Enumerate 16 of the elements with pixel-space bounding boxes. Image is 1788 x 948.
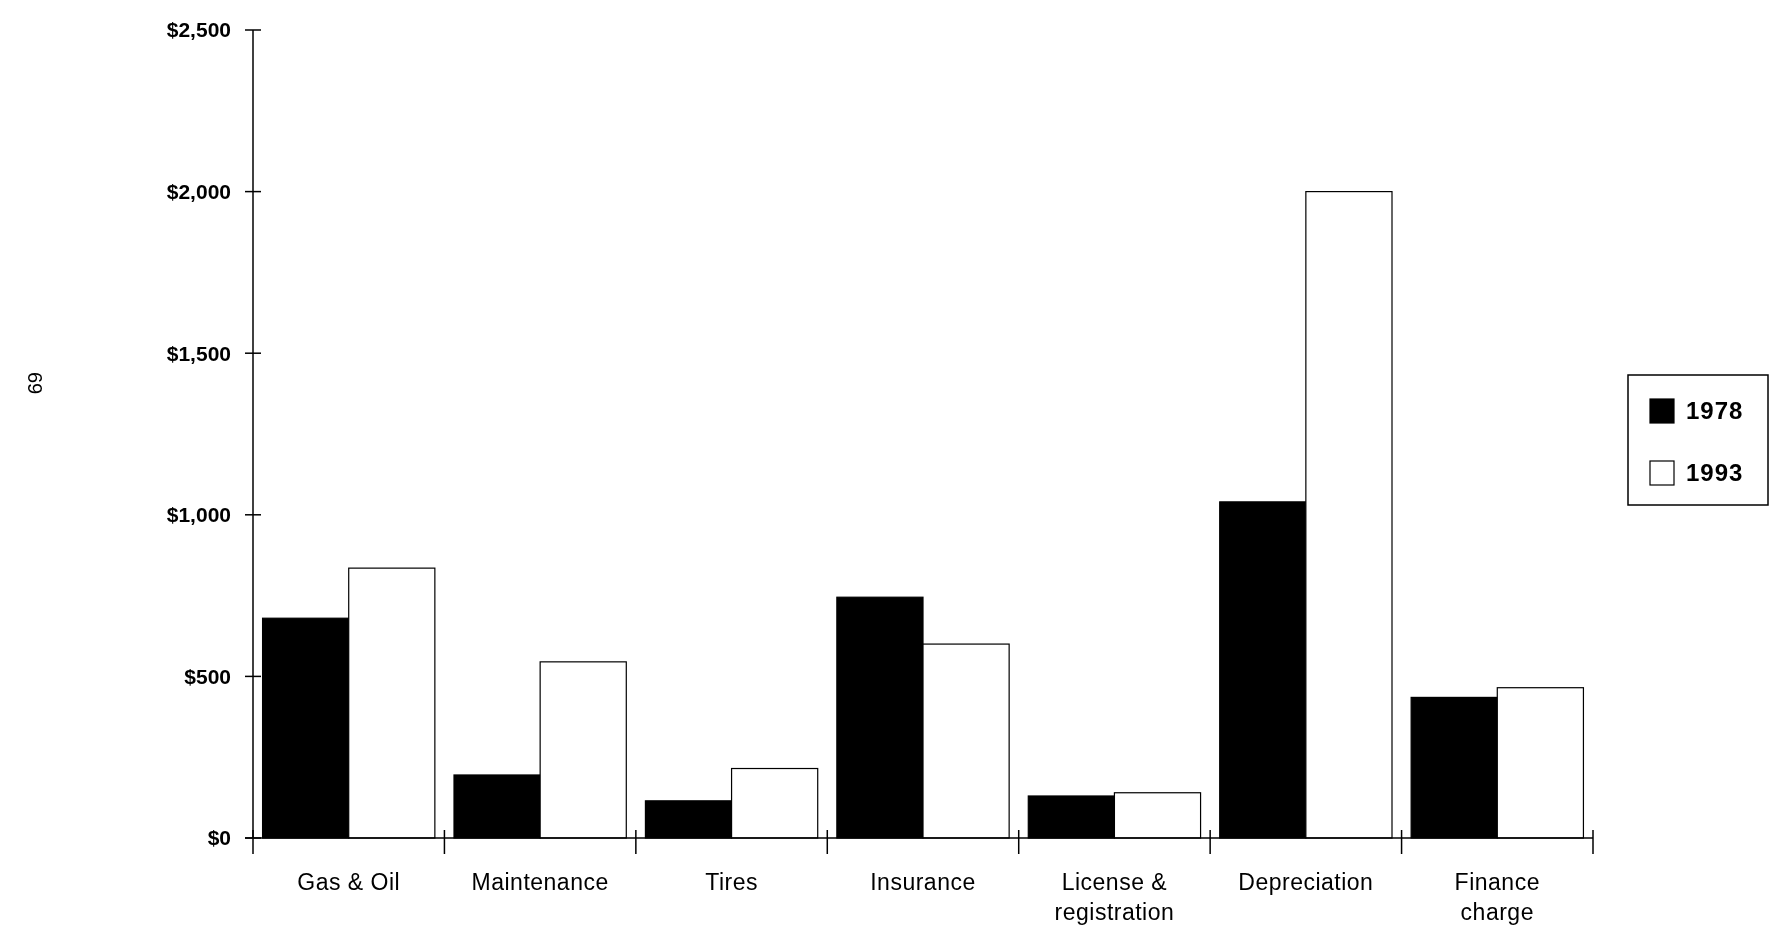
y-tick-label: $2,000 xyxy=(166,179,231,203)
y-tick-label: $1,500 xyxy=(166,341,231,365)
y-tick-label: $500 xyxy=(184,664,231,688)
x-tick-label: Maintenance xyxy=(471,869,609,895)
x-tick-label: License & registration xyxy=(1054,869,1175,925)
y-tick-label: $0 xyxy=(207,826,231,850)
y-tick-label: $1,000 xyxy=(166,503,231,527)
x-tick-label: Depreciation xyxy=(1238,869,1374,895)
x-tick-label: Tires xyxy=(705,869,758,895)
y-tick-label: $2,500 xyxy=(166,18,231,42)
text: 69 xyxy=(24,371,46,395)
legend-label: 1993 xyxy=(1686,459,1744,487)
x-tick-label: Gas & Oil xyxy=(297,869,401,895)
x-tick-label: Insurance xyxy=(870,869,976,895)
legend-label: 1978 xyxy=(1686,397,1744,425)
x-tick-label: Finance charge xyxy=(1454,869,1540,925)
